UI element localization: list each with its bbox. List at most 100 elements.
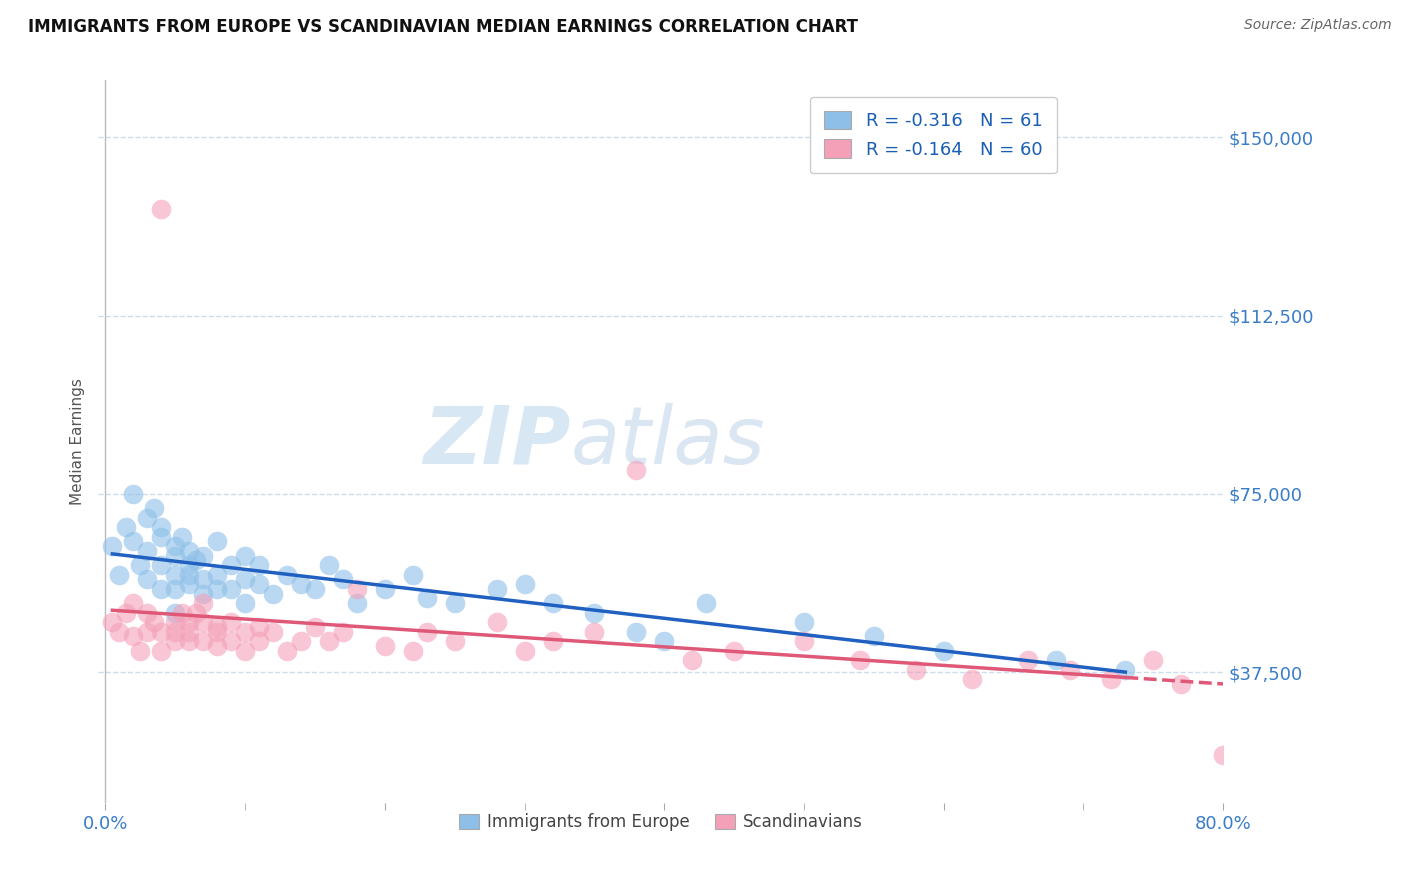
Point — [122, 629, 145, 643]
Point — [541, 634, 564, 648]
Text: IMMIGRANTS FROM EUROPE VS SCANDINAVIAN MEDIAN EARNINGS CORRELATION CHART: IMMIGRANTS FROM EUROPE VS SCANDINAVIAN M… — [28, 18, 858, 36]
Point — [108, 567, 131, 582]
Point — [143, 615, 166, 630]
Point — [136, 573, 159, 587]
Point — [276, 567, 298, 582]
Text: ZIP: ZIP — [423, 402, 571, 481]
Point — [262, 624, 284, 639]
Point — [186, 553, 208, 567]
Point — [165, 634, 187, 648]
Point — [402, 643, 425, 657]
Point — [1099, 672, 1122, 686]
Point — [179, 567, 201, 582]
Point — [150, 558, 173, 573]
Point — [193, 573, 215, 587]
Point — [150, 530, 173, 544]
Point — [219, 558, 242, 573]
Point — [233, 549, 256, 563]
Point — [150, 582, 173, 596]
Point — [849, 653, 872, 667]
Point — [205, 624, 228, 639]
Point — [205, 620, 228, 634]
Point — [374, 582, 396, 596]
Point — [205, 534, 228, 549]
Point — [233, 643, 256, 657]
Point — [346, 582, 368, 596]
Point — [150, 520, 173, 534]
Point — [541, 596, 564, 610]
Point — [904, 663, 927, 677]
Point — [262, 587, 284, 601]
Point — [416, 624, 439, 639]
Point — [290, 634, 312, 648]
Point — [681, 653, 703, 667]
Point — [863, 629, 886, 643]
Point — [332, 624, 354, 639]
Point — [205, 582, 228, 596]
Point — [122, 596, 145, 610]
Point — [695, 596, 717, 610]
Point — [346, 596, 368, 610]
Point — [247, 577, 270, 591]
Point — [179, 558, 201, 573]
Point — [793, 634, 815, 648]
Point — [122, 487, 145, 501]
Point — [332, 573, 354, 587]
Text: Source: ZipAtlas.com: Source: ZipAtlas.com — [1244, 18, 1392, 32]
Point — [165, 606, 187, 620]
Point — [233, 596, 256, 610]
Point — [276, 643, 298, 657]
Point — [101, 539, 124, 553]
Point — [136, 606, 159, 620]
Point — [179, 615, 201, 630]
Point — [247, 634, 270, 648]
Point — [186, 606, 208, 620]
Point — [1114, 663, 1136, 677]
Point — [247, 558, 270, 573]
Point — [402, 567, 425, 582]
Point — [583, 624, 606, 639]
Point — [165, 567, 187, 582]
Point — [652, 634, 675, 648]
Legend: Immigrants from Europe, Scandinavians: Immigrants from Europe, Scandinavians — [451, 806, 870, 838]
Point — [374, 639, 396, 653]
Point — [136, 510, 159, 524]
Point — [485, 582, 508, 596]
Point — [723, 643, 745, 657]
Point — [416, 591, 439, 606]
Point — [165, 549, 187, 563]
Point — [626, 624, 648, 639]
Point — [193, 596, 215, 610]
Point — [179, 544, 201, 558]
Point — [205, 567, 228, 582]
Point — [443, 634, 465, 648]
Point — [179, 634, 201, 648]
Point — [583, 606, 606, 620]
Text: atlas: atlas — [571, 402, 766, 481]
Y-axis label: Median Earnings: Median Earnings — [69, 378, 84, 505]
Point — [193, 587, 215, 601]
Point — [150, 624, 173, 639]
Point — [1212, 748, 1234, 763]
Point — [219, 634, 242, 648]
Point — [247, 620, 270, 634]
Point — [165, 624, 187, 639]
Point — [290, 577, 312, 591]
Point — [136, 624, 159, 639]
Point — [150, 202, 173, 216]
Point — [513, 577, 536, 591]
Point — [179, 624, 201, 639]
Point — [179, 577, 201, 591]
Point — [143, 501, 166, 516]
Point — [165, 539, 187, 553]
Point — [318, 634, 340, 648]
Point — [513, 643, 536, 657]
Point — [960, 672, 983, 686]
Point — [108, 624, 131, 639]
Point — [122, 534, 145, 549]
Point — [115, 606, 138, 620]
Point — [129, 643, 152, 657]
Point — [136, 544, 159, 558]
Point — [219, 582, 242, 596]
Point — [172, 606, 194, 620]
